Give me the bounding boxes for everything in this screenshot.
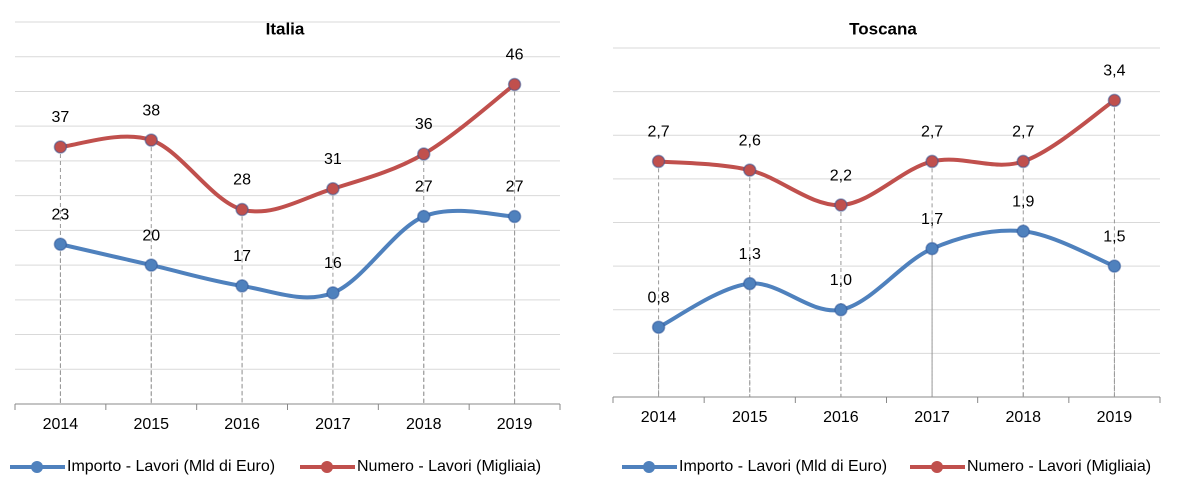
data-label: 28 — [233, 172, 251, 189]
data-label: 1,0 — [830, 272, 852, 289]
series-line — [657, 228, 1116, 330]
data-label: 27 — [415, 179, 433, 196]
marker — [1016, 224, 1030, 238]
marker — [651, 154, 666, 169]
marker — [1107, 93, 1122, 108]
data-label: 46 — [506, 47, 524, 64]
legend-marker — [643, 461, 655, 473]
marker — [235, 279, 249, 293]
marker — [507, 77, 522, 92]
data-label: 2,7 — [647, 124, 669, 141]
data-label: 38 — [142, 102, 160, 119]
marker — [1107, 259, 1122, 273]
x-tick-label: 2016 — [823, 409, 859, 426]
legend-label: Numero - Lavori (Migliaia) — [967, 458, 1151, 475]
marker — [53, 237, 68, 252]
data-label: 23 — [52, 206, 70, 223]
data-label: 20 — [142, 227, 160, 244]
x-tick-label: 2014 — [641, 409, 677, 426]
data-label: 17 — [233, 248, 251, 265]
marker — [743, 276, 757, 291]
marker — [925, 241, 939, 256]
legend-label: Numero - Lavori (Migliaia) — [357, 458, 541, 475]
series-line — [658, 98, 1116, 208]
data-label: 0,8 — [647, 289, 669, 306]
marker — [53, 140, 68, 154]
x-tick-label: 2019 — [1097, 409, 1133, 426]
x-tick-label: 2018 — [1005, 409, 1041, 426]
marker — [417, 147, 431, 161]
data-label: 37 — [52, 109, 70, 126]
legend-marker — [321, 461, 333, 473]
data-label: 36 — [415, 116, 433, 133]
x-tick-label: 2014 — [43, 416, 79, 433]
data-label: 16 — [324, 255, 342, 272]
legend-label: Importo - Lavori (Mld di Euro) — [67, 458, 275, 475]
marker — [834, 303, 848, 317]
chart-title: Italia — [266, 19, 305, 38]
marker — [651, 320, 666, 334]
x-tick-label: 2019 — [497, 416, 533, 433]
chart: Toscana 2014 2015 2016 2017 2018 2019 0,8 1,3 1,0… — [612, 19, 1161, 475]
marker — [235, 202, 249, 217]
data-label: 2,7 — [921, 124, 943, 141]
data-label: 1,5 — [1103, 228, 1125, 245]
data-label: 1,9 — [1012, 193, 1034, 210]
data-label: 2,6 — [739, 132, 761, 149]
x-tick-label: 2015 — [133, 416, 169, 433]
marker — [743, 163, 757, 177]
data-label: 3,4 — [1103, 63, 1125, 80]
series-line — [60, 82, 516, 214]
marker — [326, 286, 340, 300]
marker — [417, 209, 431, 224]
x-tick-label: 2016 — [224, 416, 260, 433]
data-label: 2,7 — [1012, 124, 1034, 141]
x-tick-label: 2018 — [406, 416, 442, 433]
legend-label: Importo - Lavori (Mld di Euro) — [679, 458, 887, 475]
marker — [1016, 154, 1030, 169]
legend-marker — [931, 461, 943, 473]
legend-marker — [31, 461, 43, 473]
data-label: 2,2 — [830, 167, 852, 184]
marker — [326, 181, 340, 196]
x-tick-label: 2017 — [914, 409, 950, 426]
data-label: 1,3 — [739, 246, 761, 263]
marker — [507, 209, 522, 224]
marker — [925, 154, 939, 169]
x-tick-label: 2015 — [732, 409, 768, 426]
chart-title: Toscana — [849, 19, 917, 38]
marker — [144, 133, 158, 147]
marker — [834, 198, 848, 212]
x-tick-label: 2017 — [315, 416, 351, 433]
marker — [144, 258, 158, 272]
series-line — [59, 208, 515, 300]
data-label: 31 — [324, 151, 342, 168]
data-label: 1,7 — [921, 211, 943, 228]
data-label: 27 — [506, 179, 524, 196]
